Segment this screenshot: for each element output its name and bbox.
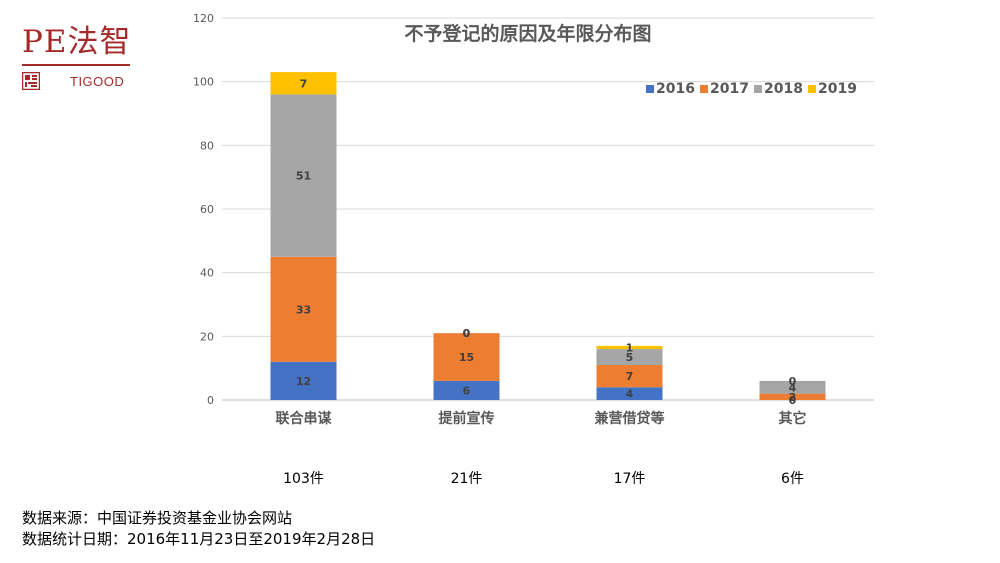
- legend-swatch-2019: [808, 85, 816, 93]
- data-label-2017: 15: [459, 351, 474, 364]
- logo-subtext: TIGOOD: [70, 73, 125, 89]
- logo-divider: [22, 64, 130, 66]
- x-category-label: 提前宣传: [439, 410, 495, 427]
- bar-segment-2019: [596, 345, 663, 350]
- bar-segment-2016: [596, 387, 663, 400]
- bar-segment-2016: [433, 380, 500, 400]
- category-total: 103件: [283, 471, 324, 487]
- y-tick-label: 60: [200, 203, 214, 216]
- data-label-2016: 4: [626, 388, 634, 401]
- seal-icon: [22, 72, 40, 90]
- bar-segment-2018: [759, 380, 826, 394]
- legend-swatch-2017: [700, 85, 708, 93]
- chart-title: 不予登记的原因及年限分布图: [404, 22, 651, 45]
- data-label-2017: 7: [626, 370, 634, 383]
- bar-segment-2017: [270, 256, 337, 362]
- data-label-2017: 33: [296, 303, 311, 316]
- y-tick-label: 40: [200, 267, 214, 280]
- bar-segment-2019: [270, 72, 337, 95]
- data-label-2018: 51: [296, 170, 311, 183]
- x-axis-labels: 联合串谋 提前宣传 兼营借贷等 其它: [276, 410, 807, 427]
- data-source-note: 数据来源：中国证券投资基金业协会网站: [22, 509, 293, 527]
- legend-swatch-2016: [646, 85, 654, 93]
- data-label-2019: 7: [300, 77, 308, 90]
- data-label-2019: 0: [789, 375, 797, 388]
- category-total: 21件: [451, 471, 483, 487]
- bar-segment-2017: [596, 364, 663, 388]
- data-label-2019: 1: [626, 341, 634, 354]
- logo-subline: TIGOOD: [22, 72, 134, 90]
- data-label-2018: 4: [789, 381, 797, 394]
- legend-label-2017: 2017: [710, 81, 749, 97]
- category-total: 17件: [614, 471, 646, 487]
- data-label-2018: 0: [463, 327, 471, 340]
- legend-label-2016: 2016: [656, 81, 695, 97]
- data-label-2017: 2: [789, 391, 797, 404]
- category-total: 6件: [781, 471, 804, 487]
- legend-label-2018: 2018: [764, 81, 803, 97]
- logo-main-text: PE法智: [22, 24, 132, 60]
- legend-swatch-2018: [754, 85, 762, 93]
- y-axis-ticks: 0 20 40 60 80 100 120: [193, 12, 214, 407]
- data-label-2018: 5: [626, 351, 634, 364]
- data-label-2016: 6: [463, 384, 471, 397]
- y-tick-label: 20: [200, 330, 214, 343]
- data-label-2016: 0: [789, 394, 797, 407]
- bar-stacks: [270, 72, 826, 400]
- category-totals: 103件 21件 17件 6件: [283, 471, 804, 487]
- bar-segment-2017: [759, 393, 826, 400]
- data-label-2019: 0: [463, 327, 471, 340]
- y-tick-label: 120: [193, 12, 214, 25]
- x-category-label: 其它: [779, 410, 807, 427]
- x-category-label: 联合串谋: [276, 410, 333, 427]
- data-label-2016: 12: [296, 375, 311, 388]
- footer-notes: 数据来源：中国证券投资基金业协会网站 数据统计日期：2016年11月23日至20…: [22, 508, 375, 550]
- y-tick-label: 100: [193, 76, 214, 89]
- x-category-label: 兼营借贷等: [595, 410, 665, 427]
- bar-segment-2016: [270, 361, 337, 400]
- y-tick-label: 80: [200, 139, 214, 152]
- legend-label-2019: 2019: [818, 81, 857, 97]
- y-tick-label: 0: [207, 394, 214, 407]
- legend: 2016 2017 2018 2019: [646, 81, 857, 97]
- bar-segment-2018: [596, 349, 663, 365]
- bar-segment-2017: [433, 333, 500, 381]
- brand-logo: PE法智 TIGOOD: [22, 22, 134, 90]
- bar-segment-2018: [270, 94, 337, 257]
- data-period-note: 数据统计日期：2016年11月23日至2019年2月28日: [22, 530, 376, 548]
